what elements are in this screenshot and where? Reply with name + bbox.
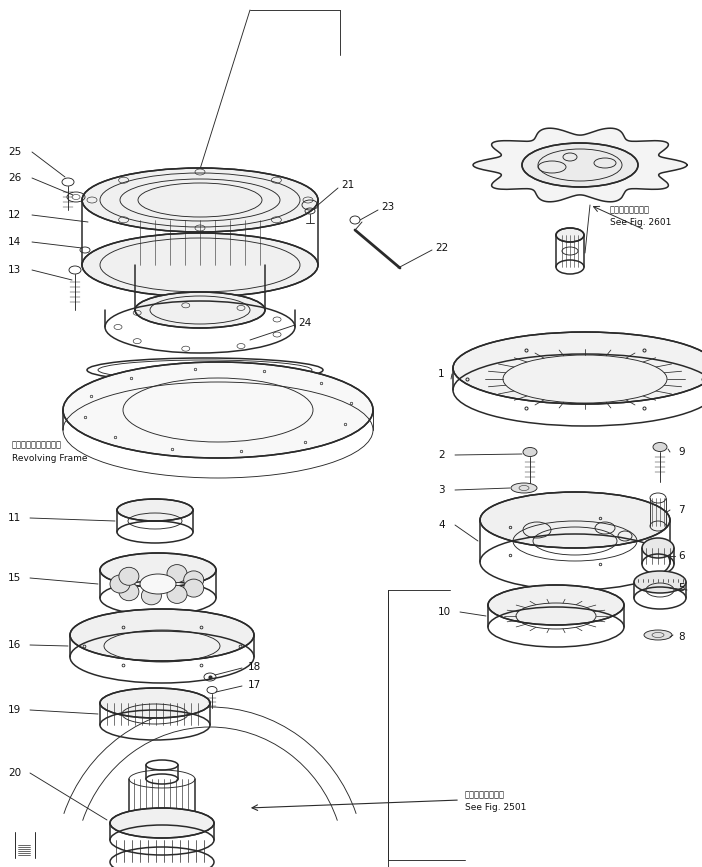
- Text: See Fig. 2501: See Fig. 2501: [465, 803, 526, 812]
- Ellipse shape: [100, 553, 216, 587]
- Text: 第２６０１図参照: 第２６０１図参照: [610, 205, 650, 214]
- Text: 13: 13: [8, 265, 21, 275]
- Text: 4: 4: [438, 520, 444, 530]
- Text: 21: 21: [341, 180, 355, 190]
- Ellipse shape: [119, 583, 139, 601]
- Text: 22: 22: [435, 243, 449, 253]
- Text: 第２５０１図参照: 第２５０１図参照: [465, 791, 505, 799]
- Text: 19: 19: [8, 705, 21, 715]
- Ellipse shape: [117, 499, 193, 521]
- Ellipse shape: [184, 579, 204, 597]
- Ellipse shape: [141, 587, 161, 605]
- Ellipse shape: [70, 609, 254, 661]
- Text: 15: 15: [8, 573, 21, 583]
- Text: 24: 24: [298, 318, 311, 328]
- Ellipse shape: [140, 574, 176, 594]
- Text: 16: 16: [8, 640, 21, 650]
- Ellipse shape: [511, 483, 537, 493]
- Text: 2: 2: [438, 450, 444, 460]
- Text: 10: 10: [438, 607, 451, 617]
- Text: 8: 8: [678, 632, 684, 642]
- Text: See Fig. 2601: See Fig. 2601: [610, 218, 671, 226]
- Ellipse shape: [642, 538, 674, 558]
- Ellipse shape: [82, 168, 318, 232]
- Ellipse shape: [653, 442, 667, 452]
- Ellipse shape: [556, 228, 584, 242]
- Ellipse shape: [453, 332, 702, 404]
- Ellipse shape: [644, 630, 672, 640]
- Text: 5: 5: [678, 583, 684, 593]
- Ellipse shape: [167, 564, 187, 583]
- Ellipse shape: [82, 233, 318, 297]
- Text: 12: 12: [8, 210, 21, 220]
- Ellipse shape: [119, 567, 139, 585]
- Text: 23: 23: [381, 202, 395, 212]
- Ellipse shape: [184, 570, 204, 589]
- Ellipse shape: [523, 447, 537, 457]
- Ellipse shape: [100, 688, 210, 718]
- Ellipse shape: [634, 571, 686, 593]
- Text: Revolving Frame: Revolving Frame: [12, 453, 88, 462]
- Text: レボルビングフレーム: レボルビングフレーム: [12, 440, 62, 449]
- Ellipse shape: [522, 143, 638, 187]
- Text: 7: 7: [678, 505, 684, 515]
- Text: 14: 14: [8, 237, 21, 247]
- Text: 17: 17: [248, 680, 261, 690]
- Text: 18: 18: [248, 662, 261, 672]
- Text: 1: 1: [438, 369, 444, 379]
- Ellipse shape: [488, 585, 624, 625]
- Ellipse shape: [63, 362, 373, 458]
- Text: 11: 11: [8, 513, 21, 523]
- Polygon shape: [473, 128, 687, 202]
- Text: 20: 20: [8, 768, 21, 778]
- Ellipse shape: [110, 575, 130, 593]
- Text: 3: 3: [438, 485, 444, 495]
- Ellipse shape: [110, 808, 214, 838]
- Text: 26: 26: [8, 173, 21, 183]
- Ellipse shape: [167, 585, 187, 603]
- Text: 6: 6: [678, 551, 684, 561]
- Ellipse shape: [135, 292, 265, 328]
- Text: 9: 9: [678, 447, 684, 457]
- Ellipse shape: [480, 492, 670, 548]
- Text: 25: 25: [8, 147, 21, 157]
